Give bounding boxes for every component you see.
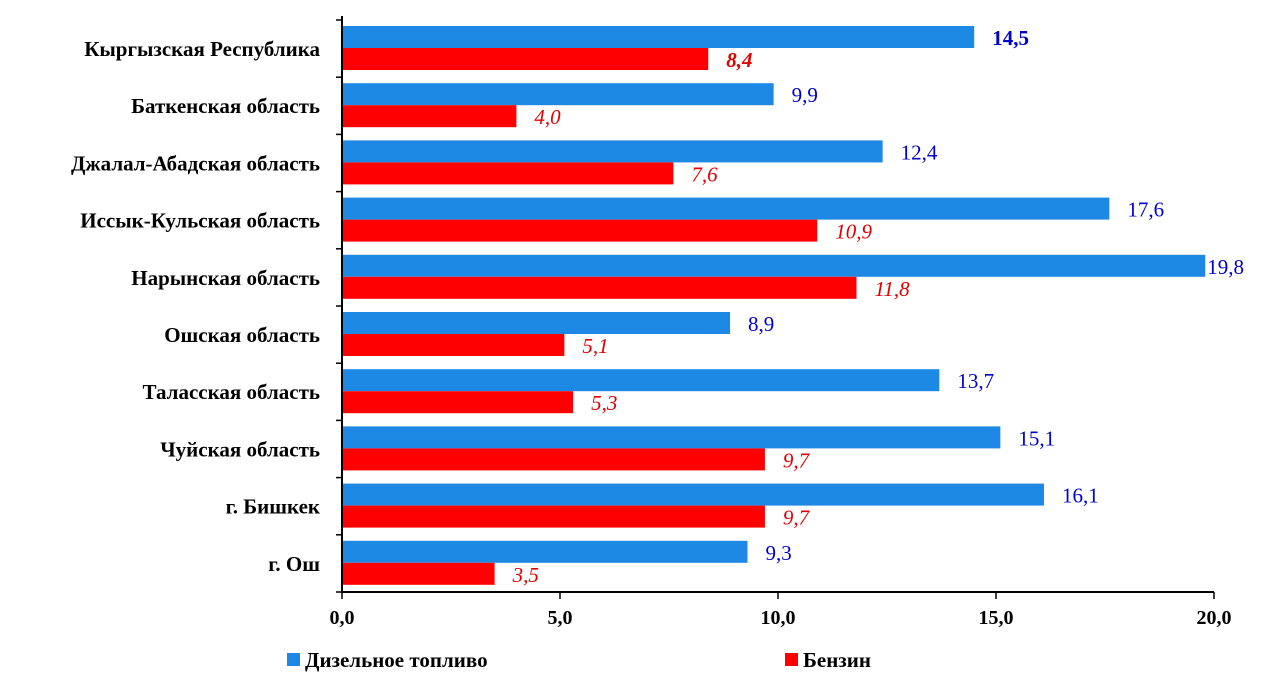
data-label-diesel: 17,6 [1127, 198, 1164, 222]
legend-swatch-petrol [785, 653, 798, 666]
x-tick-label: 5,0 [548, 607, 573, 629]
category-label: г. Ош [268, 552, 320, 576]
category-label: Чуйская область [160, 437, 320, 461]
x-tick-label: 0,0 [330, 607, 355, 629]
legend-label-petrol: Бензин [803, 648, 871, 672]
category-label: Кыргызская Республика [84, 37, 320, 61]
category-label: Таласская область [143, 380, 321, 404]
data-label-petrol: 7,6 [691, 162, 718, 186]
bar-petrol [342, 162, 674, 185]
category-label: Баткенская область [131, 94, 320, 118]
legend-label-diesel: Дизельное топливо [305, 648, 488, 672]
bar-diesel [342, 369, 940, 392]
legend-swatch-diesel [287, 653, 300, 666]
data-label-petrol: 5,3 [591, 391, 617, 415]
bar-petrol [342, 219, 818, 242]
data-label-diesel: 9,3 [765, 541, 791, 565]
bar-petrol [342, 48, 709, 70]
data-label-diesel: 19,8 [1207, 255, 1244, 279]
bar-petrol [342, 562, 495, 585]
data-label-diesel: 15,1 [1018, 426, 1055, 450]
bar-diesel [342, 540, 748, 563]
category-label: Иссык-Кульская область [80, 209, 320, 233]
bar-diesel [342, 254, 1206, 277]
data-label-diesel: 14,5 [992, 26, 1029, 50]
bars-group [342, 26, 1206, 585]
data-label-petrol: 9,7 [783, 506, 811, 530]
bar-diesel [342, 140, 883, 163]
data-label-petrol: 3,5 [512, 563, 539, 587]
x-tick-label: 10,0 [761, 607, 796, 629]
data-label-petrol: 5,1 [582, 334, 608, 358]
x-tick-label: 15,0 [979, 607, 1014, 629]
data-label-diesel: 9,9 [792, 83, 818, 107]
data-label-petrol: 8,4 [726, 48, 752, 72]
bar-petrol [342, 505, 765, 528]
legend: Дизельное топливо Бензин [287, 648, 871, 672]
category-label: Нарынская область [131, 266, 320, 290]
data-label-diesel: 8,9 [748, 312, 774, 336]
bar-diesel [342, 26, 975, 48]
bar-diesel [342, 483, 1044, 506]
category-label: г. Бишкек [226, 495, 321, 519]
bar-petrol [342, 276, 857, 299]
data-label-petrol: 11,8 [874, 277, 910, 301]
bar-petrol [342, 391, 574, 414]
bar-petrol [342, 448, 765, 471]
labels-group: Кыргызская Республика 14,5 8,4 Баткенская о… [71, 26, 1244, 587]
category-label: Ошская область [164, 323, 320, 347]
axes-group: 0,0 5,0 10,0 15,0 20,0 [330, 16, 1232, 629]
bar-diesel [342, 426, 1001, 449]
bar-diesel [342, 197, 1110, 220]
bar-petrol [342, 334, 565, 356]
data-label-diesel: 12,4 [901, 140, 938, 164]
data-label-petrol: 10,9 [835, 220, 872, 244]
bar-diesel [342, 83, 774, 106]
bar-petrol [342, 105, 517, 128]
x-tick-label: 20,0 [1197, 607, 1232, 629]
data-label-diesel: 13,7 [957, 369, 994, 393]
data-label-diesel: 16,1 [1062, 484, 1099, 508]
category-label: Джалал-Абадская область [71, 151, 320, 175]
bar-diesel [342, 312, 731, 334]
data-label-petrol: 9,7 [783, 448, 811, 472]
data-label-petrol: 4,0 [534, 105, 561, 129]
